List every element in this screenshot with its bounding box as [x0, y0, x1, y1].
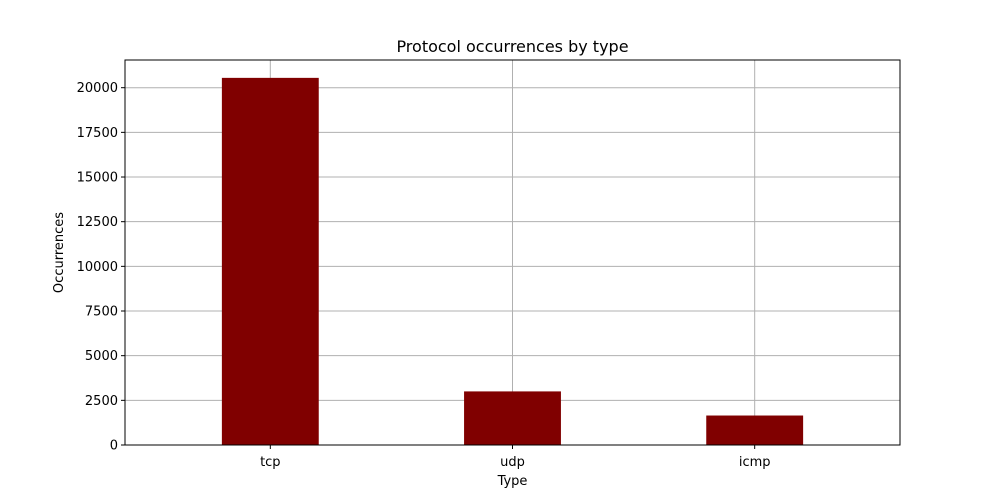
- y-tick-label: 2500: [85, 394, 118, 409]
- x-tick-label-tcp: tcp: [260, 455, 281, 470]
- y-tick-label: 17500: [77, 126, 118, 141]
- y-tick-label: 20000: [77, 81, 118, 96]
- x-axis-title: Type: [497, 474, 528, 489]
- y-tick-label: 7500: [85, 305, 118, 320]
- y-tick-label: 0: [110, 439, 118, 454]
- y-axis-title: Occurrences: [52, 212, 67, 293]
- y-tick-label: 12500: [77, 215, 118, 230]
- ticks: 0 2500 5000 7500 10000 12500 15000 17500 20000 tc…: [77, 81, 771, 470]
- bars: [221, 77, 804, 446]
- bar-tcp: [221, 77, 319, 446]
- y-tick-label: 10000: [77, 260, 118, 275]
- chart-title: Protocol occurrences by type: [396, 37, 628, 56]
- y-tick-label: 5000: [85, 349, 118, 364]
- x-tick-label-icmp: icmp: [739, 455, 771, 470]
- y-tick-label: 15000: [77, 171, 118, 186]
- bar-udp: [464, 391, 561, 445]
- bar-icmp: [706, 415, 804, 445]
- x-tick-label-udp: udp: [500, 455, 525, 470]
